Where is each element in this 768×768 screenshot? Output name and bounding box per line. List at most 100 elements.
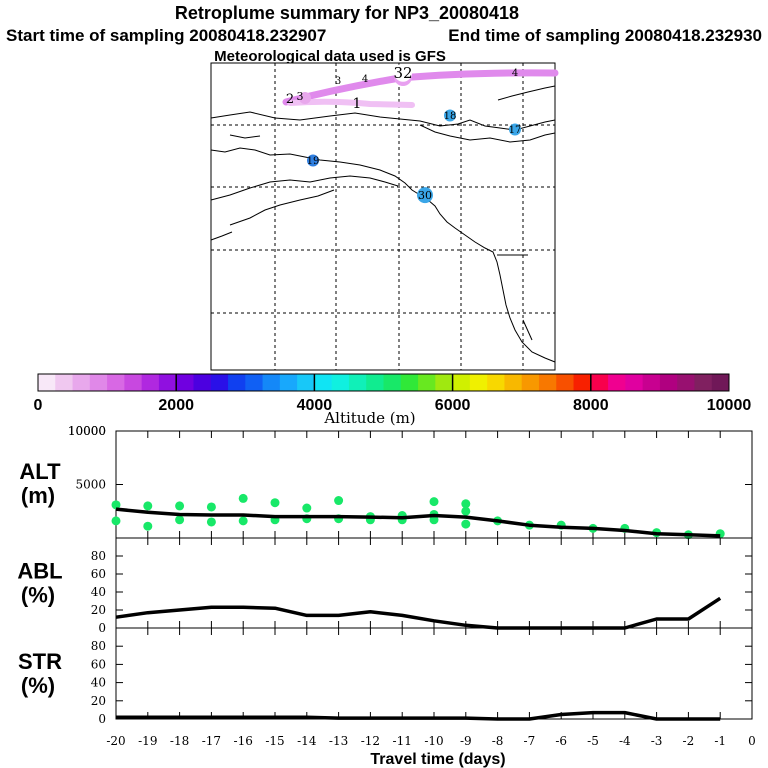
y-tick-label: 60 [91, 657, 106, 671]
altitude-point [461, 519, 471, 529]
colorbar-tick-label: 6000 [435, 397, 471, 414]
y-tick-label: 0 [98, 621, 106, 635]
colorbar-swatch [573, 374, 592, 391]
map-day-label: 17 [509, 125, 522, 136]
panel-ylabel-unit: (%) [21, 583, 55, 608]
map-marker [444, 109, 456, 122]
map-day-label: 32 [393, 64, 412, 82]
colorbar-swatch [55, 374, 74, 391]
x-tick-label: -11 [393, 734, 412, 748]
x-axis-label: Travel time (days) [370, 751, 505, 768]
y-tick-label: 40 [91, 585, 106, 599]
y-tick-label: 10000 [68, 424, 106, 438]
colorbar-swatch [504, 374, 523, 391]
colorbar-swatch [418, 374, 436, 391]
x-tick-label: -19 [138, 734, 157, 748]
plume-blob [299, 92, 311, 104]
x-tick-label: -3 [651, 734, 663, 748]
map-marker [394, 63, 412, 82]
colorbar-swatch [38, 374, 56, 391]
colorbar-swatch [228, 374, 246, 391]
colorbar-swatch [176, 374, 194, 391]
plume-band-lower [287, 98, 415, 108]
y-tick-label: 0 [98, 712, 106, 726]
panel-ylabel-unit: (m) [21, 483, 55, 508]
map-day-label: 3 [335, 76, 341, 87]
map-marker [307, 154, 319, 167]
colorbar-swatch [72, 374, 91, 391]
y-tick-label: 80 [91, 549, 106, 563]
map-day-label: 1 [353, 96, 362, 112]
x-tick-label: -6 [555, 734, 567, 748]
y-tick-label: 20 [91, 694, 106, 708]
altitude-point [175, 515, 185, 525]
x-tick-label: -17 [202, 734, 221, 748]
x-tick-label: -5 [587, 734, 599, 748]
x-tick-label: -7 [524, 734, 536, 748]
colorbar-swatch [331, 374, 350, 391]
colorbar-swatch [400, 374, 419, 391]
colorbar-swatch [279, 374, 298, 391]
colorbar-swatch [366, 374, 384, 391]
colorbar-swatch [262, 374, 281, 391]
altitude-point [111, 516, 121, 526]
altitude-point [302, 503, 312, 513]
altitude-point [238, 516, 248, 526]
x-tick-label: -20 [106, 734, 125, 748]
colorbar-tick-label: 8000 [573, 397, 609, 414]
map-frame [210, 62, 556, 371]
panel-ylabel-name: ALT [19, 459, 61, 484]
x-tick-label: -9 [460, 734, 472, 748]
map-day-label: 2 [286, 92, 294, 107]
map-day-label: 4 [362, 74, 368, 85]
altitude-point [334, 496, 344, 506]
map-marker [417, 187, 433, 204]
altitude-point [238, 493, 248, 503]
x-tick-label: -16 [234, 734, 253, 748]
x-tick-label: -12 [361, 734, 380, 748]
colorbar-swatch [625, 374, 644, 391]
colorbar-swatch [469, 374, 488, 391]
colorbar-swatch [124, 374, 143, 391]
colorbar-swatch [314, 374, 333, 391]
colorbar-swatch [659, 374, 678, 391]
colorbar-axis-label: Altitude (m) [323, 409, 415, 427]
altitude-point [175, 501, 185, 511]
colorbar-tick-label: 10000 [707, 397, 752, 414]
colorbar-swatch [158, 374, 177, 391]
end-time-label: End time of sampling 20080418.232930 [448, 26, 762, 45]
colorbar-swatch [245, 374, 264, 391]
colorbar-swatches [38, 374, 730, 391]
x-tick-label: -15 [265, 734, 284, 748]
x-tick-label: -14 [297, 734, 317, 748]
map-day-label: 30 [418, 189, 432, 202]
colorbar-swatch [297, 374, 315, 391]
x-tick-label: 0 [748, 734, 756, 748]
x-tick-label: -8 [492, 734, 504, 748]
panel-ylabel-unit: (%) [21, 673, 55, 698]
colorbar-swatch [608, 374, 626, 391]
abl-panel: ABL(%) 0 20 40 60 80 [17, 537, 753, 635]
altitude-point [143, 501, 153, 511]
altitude-point [206, 502, 216, 512]
colorbar-swatch [141, 374, 160, 391]
colorbar-swatch [452, 374, 471, 391]
altitude-point [429, 497, 439, 507]
x-tick-label: -10 [424, 734, 443, 748]
altitude-point [461, 499, 471, 509]
series-line-abl [115, 596, 722, 630]
colorbar-frame [37, 373, 730, 392]
str-panel: STR(%) 0 20 40 60 80 [18, 627, 753, 726]
altitude-point [111, 500, 121, 510]
map-marker [509, 123, 521, 136]
colorbar-swatch [348, 374, 367, 391]
colorbar-swatch [193, 374, 212, 391]
map-day-label: 4 [512, 68, 518, 79]
altitude-point [206, 517, 216, 527]
colorbar-tick-label: 4000 [297, 397, 333, 414]
altitude-point [270, 498, 280, 508]
